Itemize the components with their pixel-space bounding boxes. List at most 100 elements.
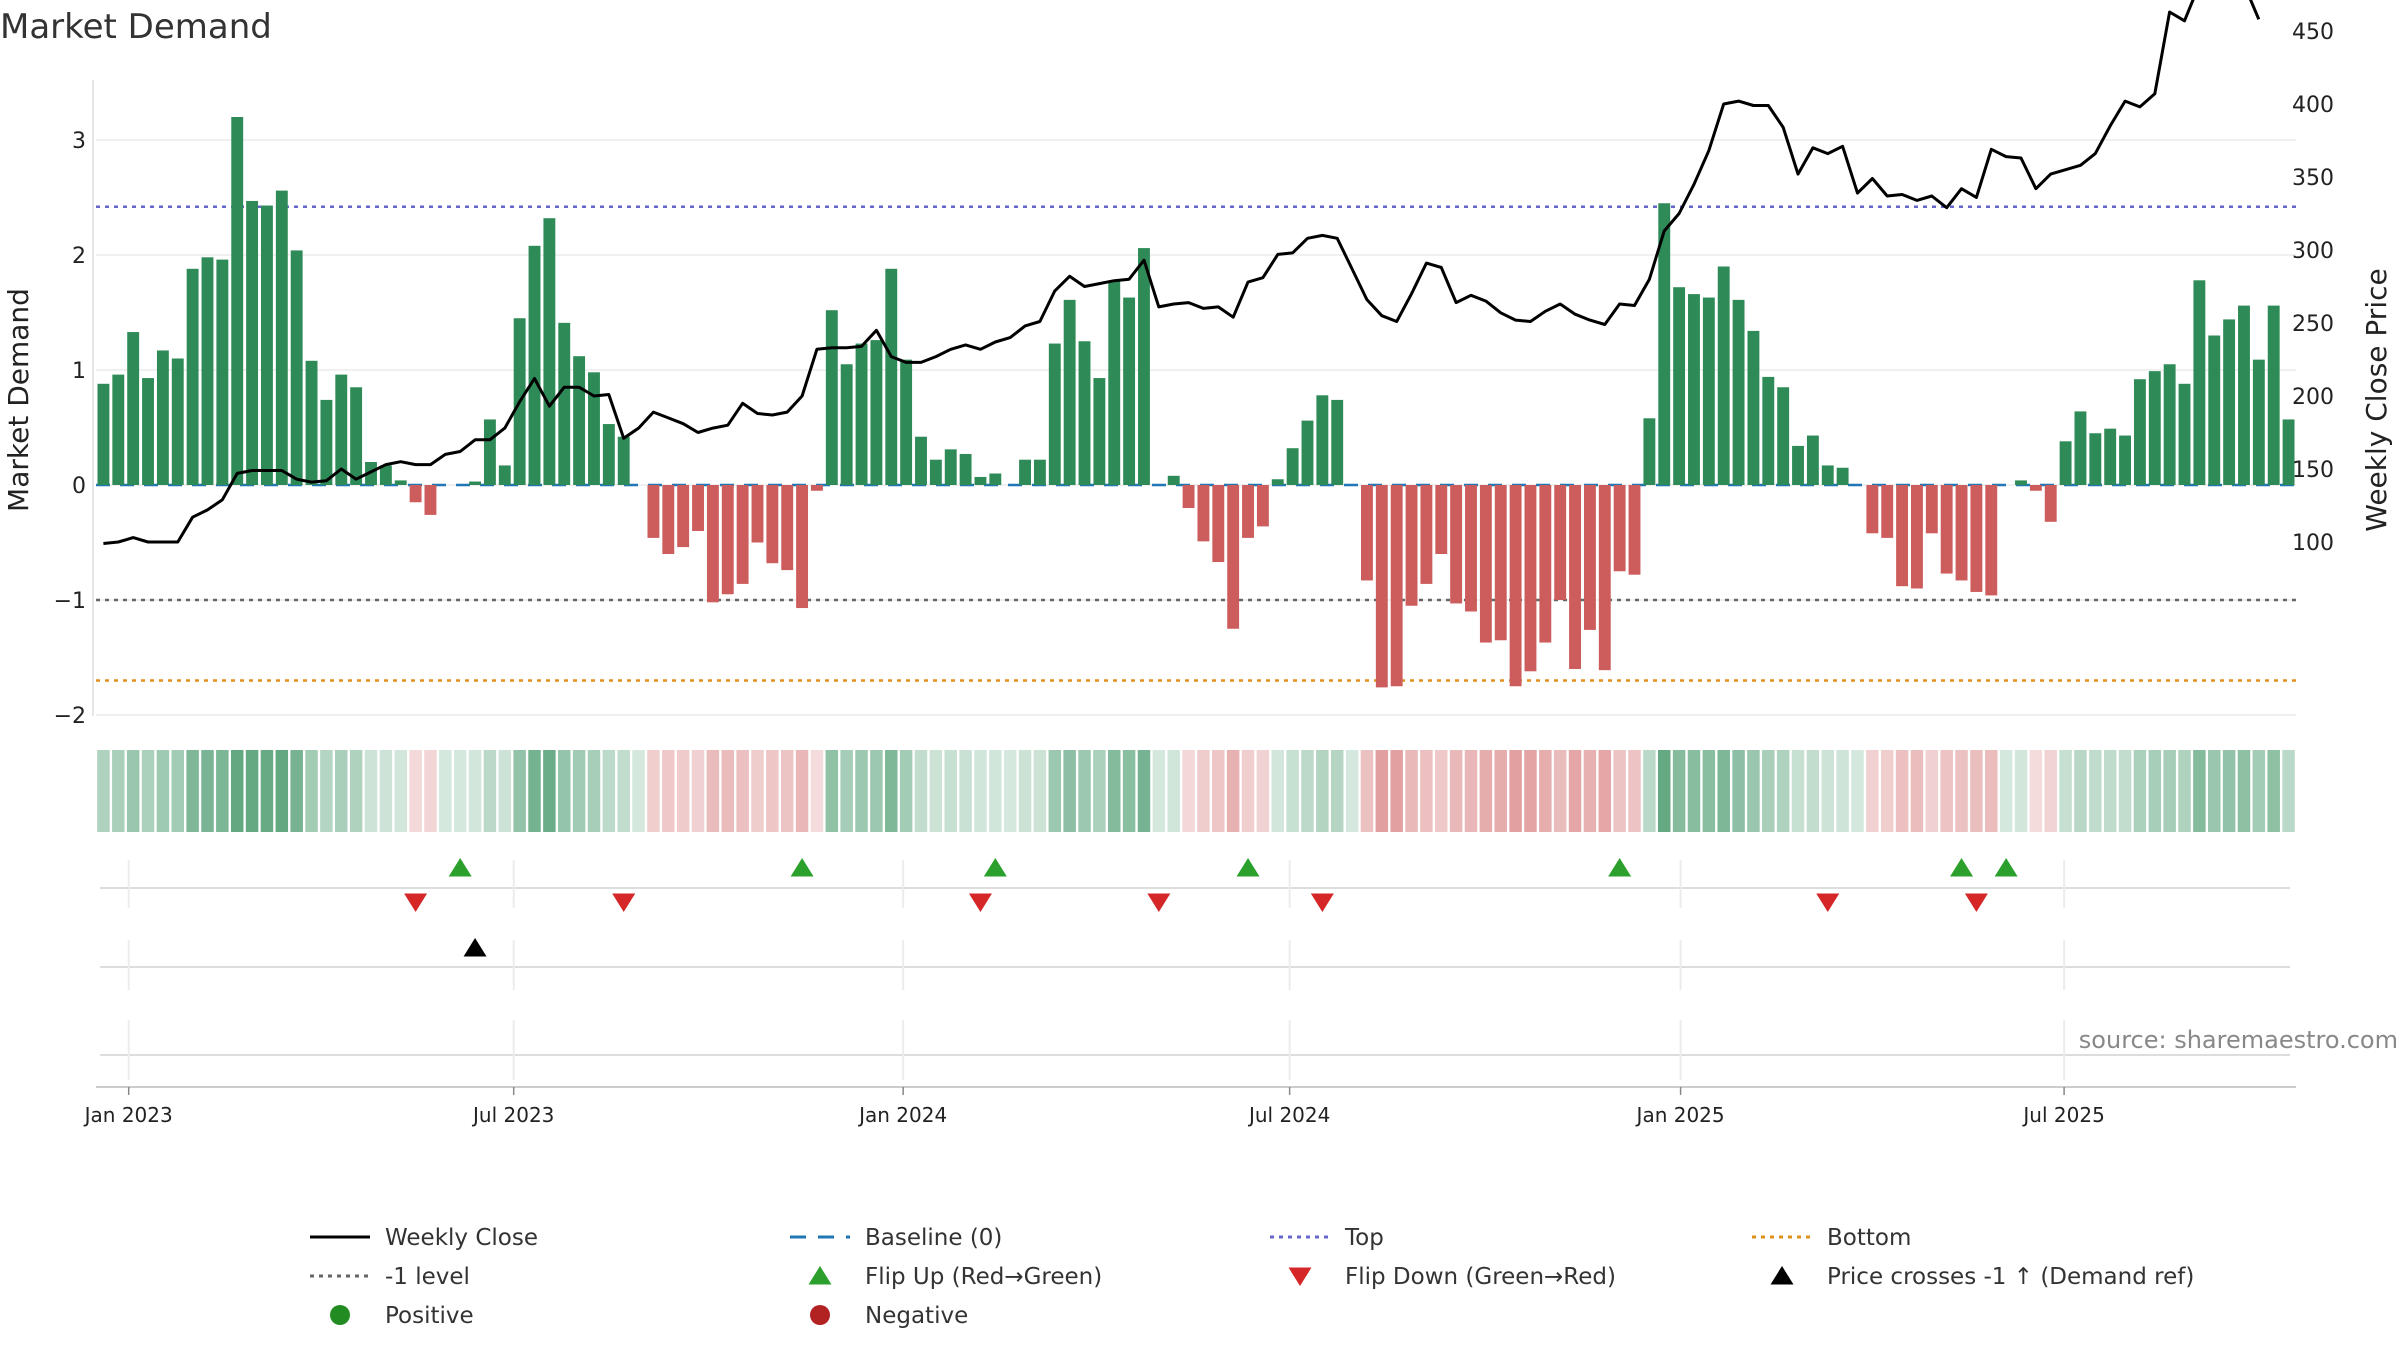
regime-strip-cell — [1613, 750, 1626, 832]
regime-strip-cell — [751, 750, 764, 832]
regime-strip-cell — [914, 750, 928, 832]
regime-strip-cell — [899, 750, 913, 832]
demand-bar-positive — [290, 250, 303, 485]
regime-strip-cell — [1658, 750, 1671, 832]
y-tick-left: 0 — [72, 474, 86, 499]
regime-strip-cell — [379, 750, 393, 832]
demand-bar-negative — [1569, 485, 1581, 669]
demand-bar-positive — [1078, 341, 1091, 485]
regime-strip-cell — [2133, 750, 2147, 832]
regime-strip-cell — [1880, 750, 1894, 832]
regime-strip-cell — [2014, 750, 2028, 832]
flip-up-marker — [1608, 858, 1632, 877]
regime-strip-cell — [1420, 750, 1433, 832]
demand-bar-negative — [1866, 485, 1879, 534]
demand-bar-positive — [1286, 448, 1299, 485]
regime-strip-cell — [1925, 750, 1939, 832]
regime-strip-cell — [1226, 750, 1240, 832]
regime-strip-cell — [2193, 750, 2206, 832]
regime-strip-cell — [543, 750, 556, 832]
demand-bar-negative — [1881, 485, 1894, 538]
demand-bar-positive — [320, 399, 333, 485]
regime-strip-cell — [602, 750, 616, 832]
y-tick-right: 400 — [2292, 93, 2334, 118]
regime-strip-cell — [290, 750, 303, 832]
regime-strip-cell — [1999, 750, 2013, 832]
y-tick-left: 2 — [72, 244, 86, 269]
demand-bar-positive — [929, 459, 942, 485]
weekly-close-line — [103, 0, 2261, 545]
regime-strip-cell — [1212, 750, 1225, 832]
y-tick-right: 450 — [2292, 20, 2334, 45]
demand-bar-positive — [156, 350, 169, 485]
regime-strip-cell — [409, 750, 422, 832]
regime-strip-cell — [1821, 750, 1834, 832]
legend-item: Baseline (0) — [790, 1225, 1002, 1251]
demand-bar-negative — [781, 485, 794, 571]
demand-bar-positive — [2208, 335, 2221, 485]
demand-bar-positive — [617, 436, 630, 485]
regime-strip-cell — [1509, 750, 1522, 832]
y-tick-right: 200 — [2292, 385, 2334, 410]
regime-strip-cell — [2282, 750, 2295, 832]
flip-down-marker — [968, 893, 992, 912]
demand-bar-negative — [1925, 485, 1938, 534]
demand-bar-positive — [959, 453, 972, 485]
demand-bar-positive — [1806, 435, 1819, 485]
demand-bar-negative — [1420, 485, 1433, 584]
demand-bar-positive — [1093, 378, 1106, 485]
demand-bar-positive — [2163, 364, 2176, 485]
regime-strip-cell — [929, 750, 943, 832]
regime-strip-cell — [335, 750, 348, 832]
demand-bar-positive — [335, 374, 348, 485]
flip-down-marker — [1147, 893, 1171, 912]
regime-strip-cell — [1182, 750, 1195, 832]
demand-bar-positive — [142, 378, 154, 485]
flip-down-marker — [1964, 893, 1988, 912]
demand-bar-positive — [1108, 281, 1121, 485]
demand-bar-positive — [1821, 465, 1834, 485]
demand-bar-positive — [127, 332, 140, 485]
flip-up-marker — [1994, 858, 2018, 877]
regime-strip-cell — [1108, 750, 1121, 832]
regime-strip-cell — [230, 750, 244, 832]
regime-strip-cell — [1137, 750, 1151, 832]
demand-bar-positive — [483, 419, 496, 485]
regime-strip-cell — [795, 750, 809, 832]
weekly-close-series — [103, 0, 2261, 545]
regime-strip-cell — [1568, 750, 1582, 832]
regime-strip-cell — [216, 750, 229, 832]
regime-strip-cell — [2178, 750, 2191, 832]
legend-label: -1 level — [385, 1264, 470, 1290]
regime-strip-cell — [171, 750, 184, 832]
regime-strip-cell — [691, 750, 705, 832]
demand-bar-positive — [1123, 297, 1136, 485]
regime-strip-cell — [1048, 750, 1062, 832]
demand-bar-positive — [1777, 387, 1790, 485]
demand-bar-positive — [543, 218, 556, 485]
flip-down-marker — [612, 893, 636, 912]
regime-strip-cell — [1940, 750, 1953, 832]
regime-strip-cell — [780, 750, 794, 832]
demand-bar-positive — [1717, 266, 1730, 485]
demand-bar-positive — [1316, 395, 1329, 485]
flip-up-marker — [1950, 858, 1974, 877]
regime-strip-cell — [126, 750, 140, 832]
demand-bar-positive — [2104, 428, 2117, 485]
demand-bar-negative — [1940, 485, 1953, 574]
demand-bar-positive — [2015, 480, 2027, 485]
demand-bar-positive — [900, 359, 913, 485]
demand-bar-positive — [989, 473, 1002, 485]
legend-label: Bottom — [1827, 1225, 1911, 1251]
regime-strip-cell — [2252, 750, 2266, 832]
regime-strip-cell — [2148, 750, 2162, 832]
regime-strip-cell — [1345, 750, 1359, 832]
demand-bar-negative — [1554, 485, 1567, 600]
demand-bar-positive — [261, 205, 273, 486]
flip-up-marker — [448, 858, 472, 877]
demand-bar-negative — [662, 485, 675, 554]
regime-strip-cell — [810, 750, 824, 832]
demand-bar-positive — [2267, 305, 2280, 485]
regime-strip-cell — [1672, 750, 1686, 832]
